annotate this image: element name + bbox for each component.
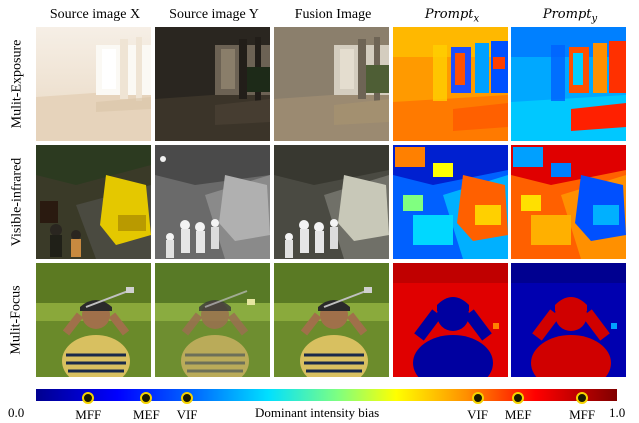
column-header-source-x: Source image X — [49, 7, 141, 22]
column-header-prompt-y: Prompty — [511, 4, 629, 26]
colorbar-marker-dot — [82, 392, 95, 404]
colorbar-min-label: 0.0 — [8, 405, 25, 420]
colorbar-marker-dot — [140, 392, 153, 404]
prompt-y-base: Prompt — [542, 7, 592, 22]
prompt-y-subscript: y — [591, 13, 598, 25]
colorbar — [36, 389, 617, 401]
exposure-prompt-y-map — [511, 27, 626, 141]
exposure-prompt-x-map — [393, 27, 508, 141]
infrared-source-x-image — [36, 145, 151, 259]
infrared-fusion-image — [274, 145, 389, 259]
prompt-x-subscript: x — [473, 13, 480, 25]
exposure-source-y-image — [155, 27, 270, 141]
infrared-prompt-x-map — [393, 145, 508, 259]
infrared-source-y-image — [155, 145, 270, 259]
colorbar-marker-label: MEF — [133, 407, 160, 422]
focus-source-x-image — [36, 263, 151, 377]
column-header-fusion: Fusion Image — [294, 7, 372, 22]
colorbar-marker-label: MFF — [569, 407, 596, 422]
column-header-source-y: Source image Y — [169, 7, 259, 22]
exposure-source-x-image — [36, 27, 151, 141]
focus-prompt-x-map — [393, 263, 508, 377]
row-header-exposure-label: Mulit-Exposure — [9, 39, 24, 129]
focus-fusion-image — [274, 263, 389, 377]
colorbar-marker-label: VIF — [467, 407, 489, 422]
row-header-focus-label: Mulit-Focus — [9, 285, 25, 355]
colorbar-max-label: 1.0 — [609, 405, 626, 420]
colorbar-marker-label: MEF — [504, 407, 532, 422]
colorbar-center-label: Dominant intensity bias — [255, 405, 380, 420]
row-header-infrared: Visible-infrared — [0, 145, 34, 259]
column-header-prompt-x: Promptx — [393, 4, 511, 26]
row-header-infrared-label: Visible-infrared — [9, 157, 25, 247]
exposure-fusion-image — [274, 27, 389, 141]
row-header-focus: Mulit-Focus — [0, 263, 34, 377]
colorbar-marker-dot — [512, 392, 525, 404]
colorbar-marker-dot — [181, 392, 194, 404]
prompt-x-base: Prompt — [424, 7, 474, 22]
colorbar-marker-dot — [576, 392, 589, 404]
colorbar-marker-dot — [471, 392, 484, 404]
focus-prompt-y-map — [511, 263, 626, 377]
colorbar-marker-label: VIF — [176, 407, 198, 422]
infrared-prompt-y-map — [511, 145, 626, 259]
focus-source-y-image — [155, 263, 270, 377]
colorbar-marker-label: MFF — [75, 407, 102, 422]
row-header-exposure: Mulit-Exposure — [0, 27, 34, 141]
